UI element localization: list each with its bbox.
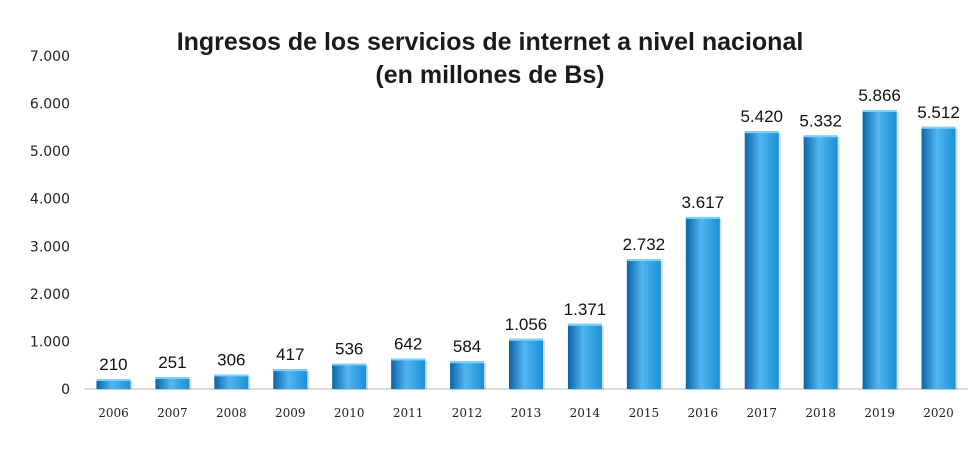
bars (96, 109, 958, 391)
data-label-2020: 5.512 (917, 103, 960, 122)
y-tick-label: 5.000 (30, 144, 70, 160)
y-tick-label: 0 (61, 382, 70, 398)
bar-2008 (214, 374, 249, 389)
bar-top-highlight (862, 109, 897, 112)
data-label-2012: 584 (453, 337, 481, 356)
bar-top-highlight (921, 126, 956, 129)
y-tick-label: 6.000 (30, 97, 70, 113)
bar-2007 (155, 377, 190, 389)
bar-top-highlight (273, 369, 308, 372)
x-tick-label-2012: 2012 (452, 406, 483, 420)
bar-2016 (685, 216, 720, 389)
data-label-2011: 642 (394, 334, 422, 353)
bar-top-highlight (96, 379, 131, 382)
y-tick-label: 1.000 (30, 334, 70, 350)
bar-2020 (921, 126, 956, 389)
bar-top-highlight (744, 131, 779, 134)
bar-top-highlight (391, 358, 426, 361)
bar-top-highlight (155, 377, 190, 380)
y-tick-label: 2.000 (30, 287, 70, 303)
y-tick-label: 7.000 (30, 49, 70, 65)
data-label-2016: 3.617 (682, 193, 725, 212)
x-tick-label-2013: 2013 (511, 406, 542, 420)
x-tick-label-2009: 2009 (275, 406, 306, 420)
bar-2013 (509, 338, 543, 389)
data-label-2018: 5.332 (799, 111, 842, 130)
bar-top-highlight (509, 338, 543, 341)
x-tick-label-2017: 2017 (746, 406, 777, 420)
x-tick-label-2015: 2015 (629, 406, 660, 420)
chart-title: Ingresos de los servicios de internet a … (177, 28, 804, 56)
bar-top-highlight (803, 135, 838, 138)
y-tick-label: 4.000 (30, 192, 70, 208)
x-tick-label-2014: 2014 (570, 406, 601, 420)
x-axis: 2006 2007 2008 2009 2010 2011 2012 2013 2014 2015… (84, 388, 968, 420)
bar-2017 (744, 131, 779, 390)
data-label-2010: 536 (335, 340, 363, 359)
x-tick-label-2020: 2020 (923, 406, 954, 420)
data-label-2008: 306 (217, 350, 245, 369)
x-tick-label-2008: 2008 (216, 406, 247, 420)
bar-2014 (567, 323, 602, 389)
x-tick-label-2010: 2010 (334, 406, 365, 420)
data-label-2015: 2.732 (623, 235, 666, 254)
bar-2006 (96, 379, 131, 389)
bar-top-highlight (450, 361, 485, 364)
data-label-2019: 5.866 (858, 86, 901, 105)
data-label-2013: 1.056 (505, 315, 548, 334)
bar-top-highlight (685, 216, 720, 219)
bar-2011 (391, 358, 426, 389)
data-labels: 210 251 306 417 536 642 584 1.056 1.371 2.732 3.61… (99, 86, 960, 374)
bar-2009 (273, 369, 308, 389)
bar-top-highlight (567, 323, 602, 326)
bar-2015 (626, 259, 661, 389)
y-axis: 0 1.000 2.000 3.000 4.000 5.000 6.000 7.000 (30, 49, 70, 398)
data-label-2017: 5.420 (740, 107, 783, 126)
chart-subtitle: (en millones de Bs) (375, 61, 604, 89)
bar-2019 (862, 109, 897, 390)
x-tick-label-2018: 2018 (805, 406, 836, 420)
x-tick-label-2007: 2007 (157, 406, 188, 420)
x-tick-label-2019: 2019 (864, 406, 895, 420)
x-tick-label-2016: 2016 (688, 406, 719, 420)
data-label-2007: 251 (158, 353, 186, 372)
x-tick-label-2006: 2006 (98, 406, 129, 420)
y-tick-label: 3.000 (30, 239, 70, 255)
data-label-2009: 417 (276, 345, 304, 364)
data-label-2006: 210 (99, 355, 127, 374)
bar-top-highlight (332, 363, 367, 366)
bar-top-highlight (214, 374, 249, 377)
bar-2012 (450, 361, 485, 389)
bar-2018 (803, 135, 838, 389)
data-label-2014: 1.371 (564, 300, 607, 319)
x-tick-label-2011: 2011 (393, 406, 424, 420)
bar-top-highlight (626, 259, 661, 262)
bar-2010 (332, 363, 367, 389)
